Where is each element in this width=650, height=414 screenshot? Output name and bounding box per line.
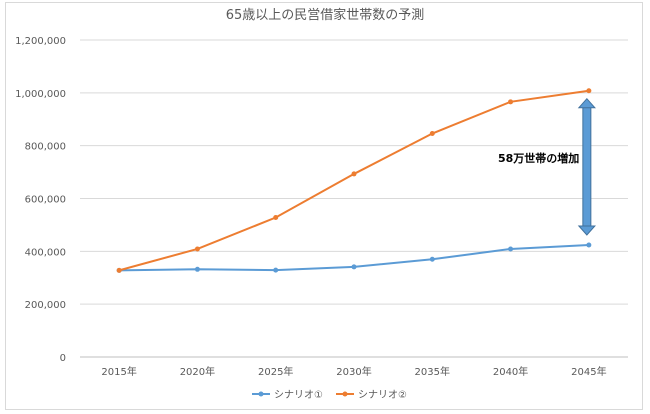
data-point <box>116 267 122 273</box>
y-tick-label: 800,000 <box>25 142 66 153</box>
x-tick-label: 2035年 <box>415 365 450 378</box>
x-axis-ticks: 2015年 2020年 2025年 2030年 2035年 2040年 2045年 <box>101 365 606 378</box>
chart-title: 65歳以上の民営借家世帯数の予測 <box>226 7 425 23</box>
data-point <box>586 242 592 248</box>
data-point <box>508 99 514 105</box>
y-tick-label: 400,000 <box>25 247 66 258</box>
data-point <box>194 246 200 252</box>
data-point <box>351 171 357 177</box>
y-tick-label: 0 <box>60 353 66 364</box>
data-point <box>429 131 435 137</box>
increase-annotation: 58万世帯の増加 <box>498 97 596 236</box>
x-tick-label: 2045年 <box>571 365 606 378</box>
chart-frame <box>5 2 643 410</box>
data-point <box>194 266 200 272</box>
data-point <box>273 267 279 273</box>
y-tick-label: 1,000,000 <box>15 89 66 100</box>
annotation-label: 58万世帯の増加 <box>498 151 579 165</box>
y-axis-ticks: 0 200,000 400,000 600,000 800,000 1,000,000 1,… <box>15 36 66 364</box>
data-point <box>429 256 435 262</box>
x-tick-label: 2040年 <box>493 365 528 378</box>
arrow-head-down <box>577 225 596 236</box>
y-tick-label: 600,000 <box>25 195 66 206</box>
x-tick-label: 2020年 <box>180 365 215 378</box>
x-tick-label: 2030年 <box>336 365 371 378</box>
arrow-head-up <box>577 97 596 109</box>
data-point <box>351 264 357 270</box>
y-tick-label: 1,200,000 <box>15 36 66 47</box>
legend-marker <box>258 391 264 397</box>
data-point <box>586 88 592 94</box>
legend-label: シナリオ① <box>274 389 323 401</box>
series-line-2 <box>118 89 589 272</box>
x-tick-label: 2015年 <box>101 365 136 378</box>
series-lines <box>116 88 592 273</box>
legend-label: シナリオ② <box>358 389 407 401</box>
arrow-shaft <box>582 106 592 228</box>
y-tick-label: 200,000 <box>25 300 66 311</box>
data-point <box>273 215 279 221</box>
legend: シナリオ① シナリオ② <box>252 389 407 401</box>
x-tick-label: 2025年 <box>258 365 293 378</box>
gridlines <box>80 39 628 358</box>
legend-marker <box>342 391 348 397</box>
data-point <box>508 246 514 252</box>
